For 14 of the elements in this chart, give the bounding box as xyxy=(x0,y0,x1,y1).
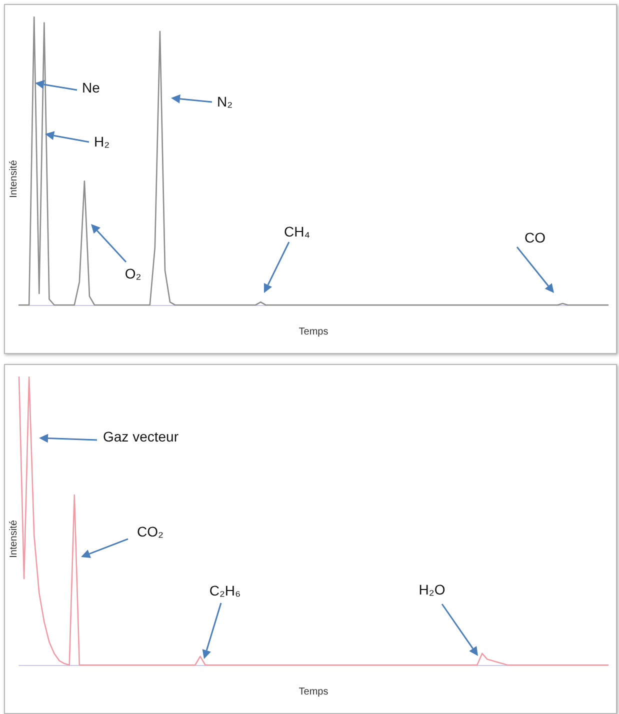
annotation: N₂ xyxy=(217,94,233,110)
annotation: CH₄ xyxy=(284,224,310,240)
annotation: Gaz vecteur xyxy=(103,428,179,445)
annotation: CO xyxy=(524,230,546,246)
annotation: H₂ xyxy=(94,134,110,150)
annotation: O₂ xyxy=(124,266,142,282)
annotation: Ne xyxy=(82,80,100,96)
annotation: C₂H₆ xyxy=(209,582,241,599)
annotation: H₂O xyxy=(418,582,446,598)
y-axis-title: Intensité xyxy=(8,520,20,558)
x-axis-title: Temps xyxy=(298,686,328,698)
y-axis-title: Intensité xyxy=(8,160,20,198)
annotation: CO₂ xyxy=(137,524,164,540)
x-axis-title: Temps xyxy=(298,326,328,338)
